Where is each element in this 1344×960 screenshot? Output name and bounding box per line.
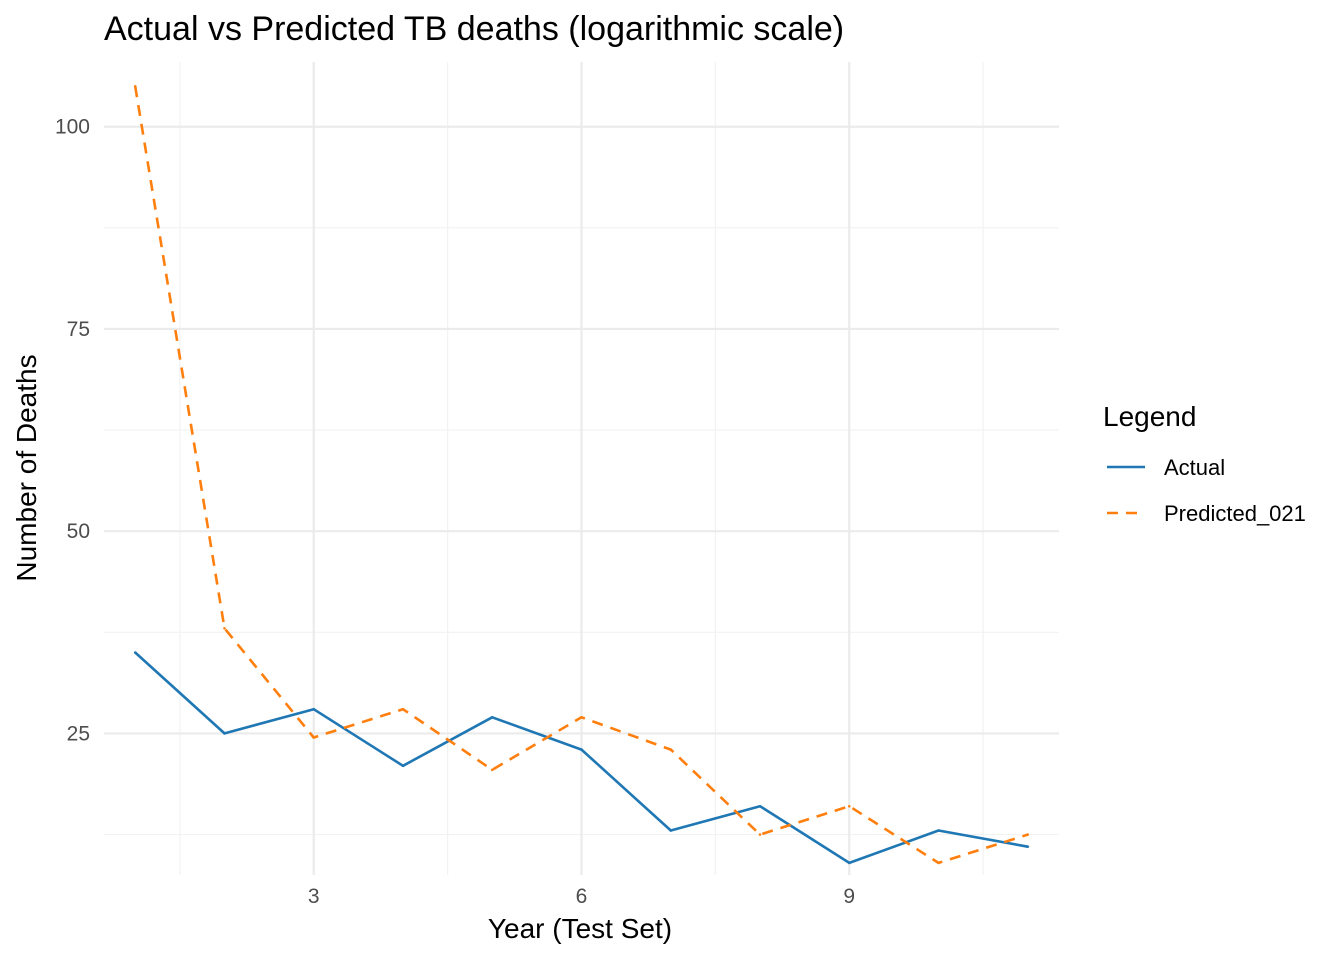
data-point	[312, 707, 316, 711]
x-axis-title: Year (Test Set)	[488, 913, 672, 944]
series-lines	[133, 84, 1030, 865]
data-point	[401, 764, 405, 768]
data-point	[223, 732, 226, 735]
legend-items: Actual Predicted_021	[1107, 455, 1306, 526]
data-point	[758, 833, 762, 836]
data-point	[401, 707, 405, 711]
x-tick-label: 3	[308, 885, 320, 908]
legend-label: Predicted_021	[1164, 501, 1306, 526]
y-tick-label: 100	[55, 116, 90, 139]
legend-label: Actual	[1164, 455, 1225, 480]
data-point	[937, 861, 940, 865]
y-axis-ticks: 25 50 75 100	[55, 116, 90, 746]
data-point	[490, 768, 494, 772]
data-point	[847, 861, 851, 865]
data-point	[223, 626, 226, 630]
grid	[104, 62, 1059, 875]
data-point	[669, 748, 673, 751]
data-point	[847, 804, 851, 808]
data-point	[312, 736, 316, 739]
y-tick-label: 50	[67, 520, 90, 543]
legend-item: Actual	[1107, 455, 1225, 480]
data-point	[937, 829, 940, 832]
y-tick-label: 25	[67, 722, 90, 745]
y-tick-label: 75	[67, 318, 90, 341]
legend-item: Predicted_021	[1107, 501, 1306, 526]
data-point	[669, 829, 673, 832]
data-point	[133, 651, 137, 654]
data-point	[1026, 845, 1030, 848]
x-tick-label: 6	[576, 885, 588, 908]
legend-title: Legend	[1103, 401, 1196, 432]
x-axis-ticks: 3 6 9	[308, 885, 855, 908]
data-point	[1026, 833, 1030, 836]
data-point	[580, 748, 583, 751]
data-point	[758, 804, 762, 808]
y-axis-title: Number of Deaths	[11, 354, 42, 581]
x-tick-label: 9	[843, 885, 855, 908]
chart-title: Actual vs Predicted TB deaths (logarithm…	[104, 10, 844, 48]
data-point	[490, 715, 494, 719]
legend: Legend Actual Predicted_021	[1103, 401, 1306, 526]
data-point	[133, 84, 137, 88]
data-point	[580, 715, 583, 719]
